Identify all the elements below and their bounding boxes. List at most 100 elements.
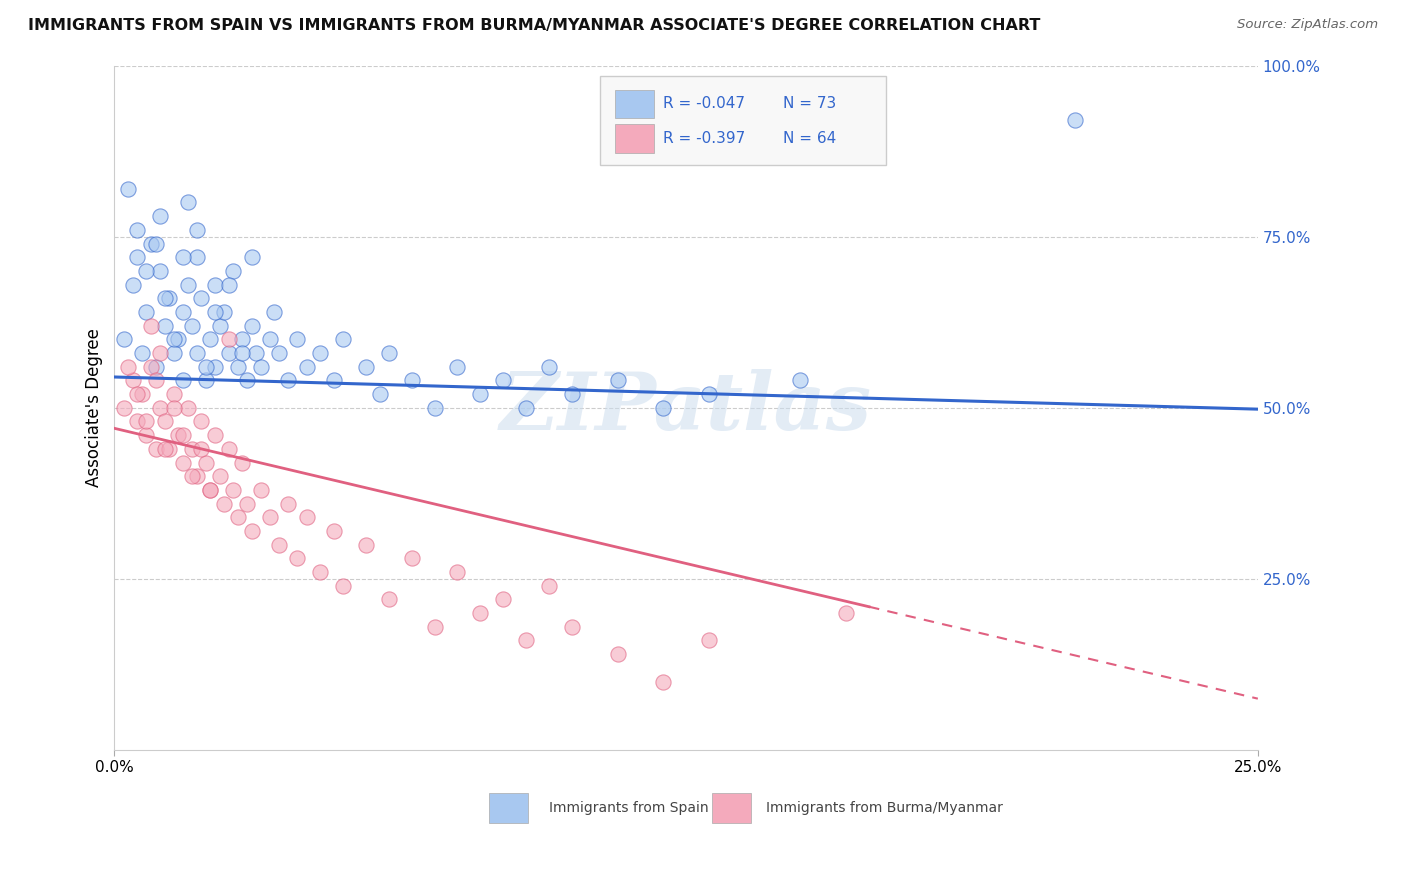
Point xyxy=(204,359,226,374)
Point xyxy=(204,305,226,319)
Point xyxy=(163,401,186,415)
Point xyxy=(267,538,290,552)
Point xyxy=(176,277,198,292)
Point xyxy=(176,195,198,210)
Point xyxy=(259,510,281,524)
Point xyxy=(354,538,377,552)
Point xyxy=(323,373,346,387)
Point xyxy=(835,606,858,620)
Point xyxy=(149,346,172,360)
Point xyxy=(401,551,423,566)
Point xyxy=(181,442,204,456)
Point xyxy=(186,223,208,237)
Point xyxy=(249,483,271,497)
Point xyxy=(277,497,299,511)
Point xyxy=(240,318,263,333)
Point xyxy=(212,497,235,511)
Point xyxy=(127,250,149,264)
Point xyxy=(117,182,139,196)
Text: N = 64: N = 64 xyxy=(783,130,837,145)
Point xyxy=(606,647,628,661)
Point xyxy=(446,359,468,374)
FancyBboxPatch shape xyxy=(489,793,529,823)
Text: Source: ZipAtlas.com: Source: ZipAtlas.com xyxy=(1237,18,1378,31)
Text: R = -0.397: R = -0.397 xyxy=(664,130,745,145)
Point xyxy=(121,277,143,292)
Point xyxy=(222,483,245,497)
Point xyxy=(218,332,240,346)
Point xyxy=(492,373,515,387)
Point xyxy=(212,305,235,319)
Point xyxy=(423,620,446,634)
Point xyxy=(145,373,167,387)
Point xyxy=(240,524,263,538)
Point xyxy=(186,469,208,483)
Point xyxy=(139,359,162,374)
Point xyxy=(200,483,222,497)
Point xyxy=(295,510,318,524)
Point xyxy=(218,277,240,292)
Point xyxy=(121,373,143,387)
Point xyxy=(226,359,249,374)
Point xyxy=(145,236,167,251)
Point xyxy=(149,401,172,415)
Point xyxy=(332,332,354,346)
Point xyxy=(127,223,149,237)
Point xyxy=(200,332,222,346)
Point xyxy=(231,456,253,470)
Point xyxy=(218,442,240,456)
Point xyxy=(172,428,194,442)
Point xyxy=(145,359,167,374)
Point xyxy=(149,209,172,223)
Point xyxy=(295,359,318,374)
Text: IMMIGRANTS FROM SPAIN VS IMMIGRANTS FROM BURMA/MYANMAR ASSOCIATE'S DEGREE CORREL: IMMIGRANTS FROM SPAIN VS IMMIGRANTS FROM… xyxy=(28,18,1040,33)
Point xyxy=(537,359,560,374)
Point xyxy=(240,250,263,264)
Point xyxy=(163,346,186,360)
Point xyxy=(697,633,720,648)
Point xyxy=(285,332,308,346)
Point xyxy=(157,442,180,456)
Point xyxy=(172,305,194,319)
Point xyxy=(470,606,492,620)
Point xyxy=(697,387,720,401)
Point xyxy=(153,415,176,429)
Point xyxy=(515,633,537,648)
Point xyxy=(368,387,391,401)
Point xyxy=(200,483,222,497)
Point xyxy=(149,264,172,278)
Point xyxy=(1064,113,1087,128)
Point xyxy=(181,469,204,483)
Point xyxy=(378,346,401,360)
Point xyxy=(652,401,675,415)
Point xyxy=(259,332,281,346)
Point xyxy=(135,415,157,429)
Point xyxy=(153,442,176,456)
Text: Immigrants from Spain: Immigrants from Spain xyxy=(548,801,709,815)
Point xyxy=(127,415,149,429)
Point xyxy=(249,359,271,374)
Point xyxy=(194,373,217,387)
Point xyxy=(194,456,217,470)
Point xyxy=(172,250,194,264)
Point xyxy=(236,373,259,387)
Point xyxy=(236,497,259,511)
Point xyxy=(606,373,628,387)
Point xyxy=(652,674,675,689)
Point xyxy=(112,332,135,346)
Text: R = -0.047: R = -0.047 xyxy=(664,96,745,112)
Point xyxy=(153,318,176,333)
Point xyxy=(135,264,157,278)
Point xyxy=(153,291,176,305)
FancyBboxPatch shape xyxy=(713,793,751,823)
Point xyxy=(208,469,231,483)
Point xyxy=(378,592,401,607)
Point xyxy=(492,592,515,607)
Point xyxy=(131,387,153,401)
Point xyxy=(176,401,198,415)
Point xyxy=(163,387,186,401)
Point xyxy=(267,346,290,360)
Point xyxy=(222,264,245,278)
Point xyxy=(190,415,212,429)
Y-axis label: Associate's Degree: Associate's Degree xyxy=(86,328,103,487)
